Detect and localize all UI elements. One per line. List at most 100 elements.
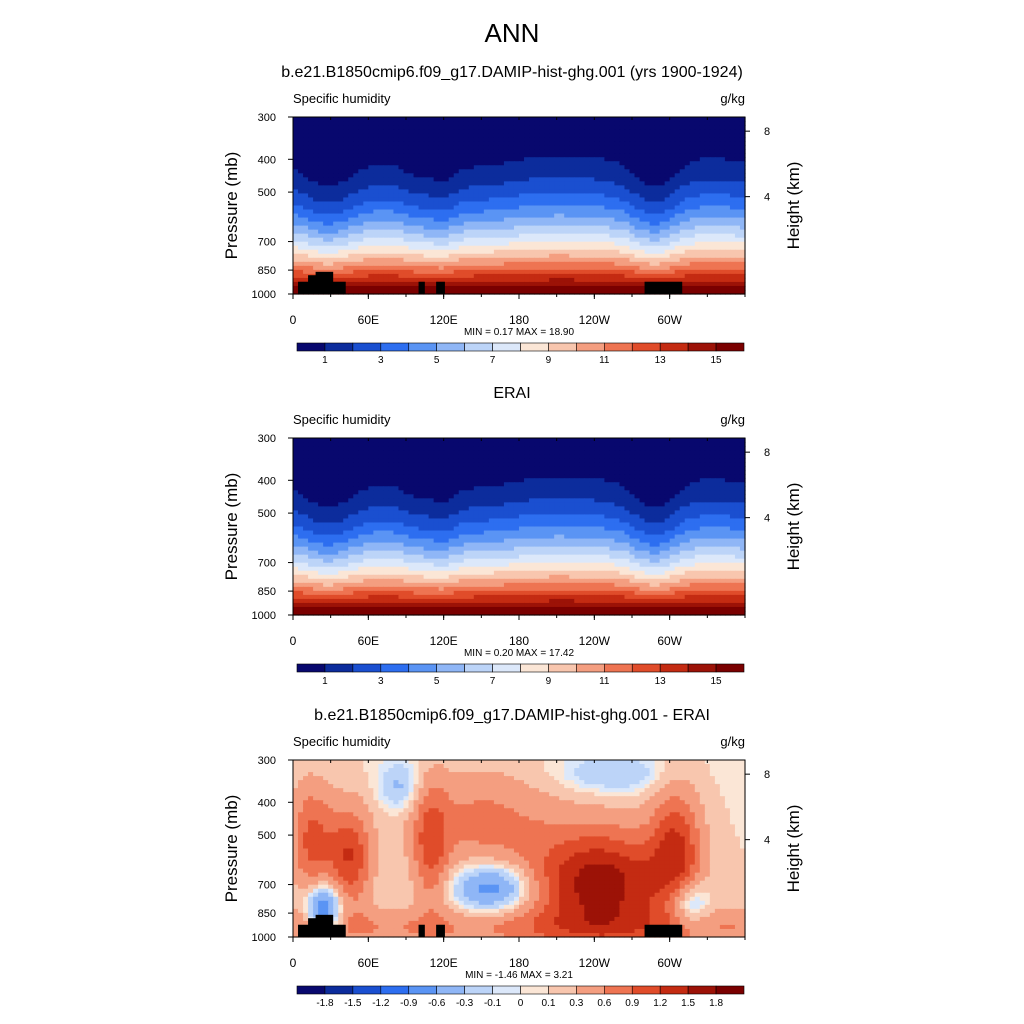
- heatmap-cell: [689, 241, 696, 247]
- heatmap-cell: [393, 125, 400, 130]
- heatmap-cell: [348, 213, 354, 219]
- heatmap-cell: [478, 121, 485, 126]
- heatmap-cell: [689, 257, 696, 263]
- heatmap-cell: [724, 229, 731, 235]
- heatmap-cell: [554, 145, 560, 150]
- heatmap-cell: [468, 225, 475, 231]
- heatmap-cell: [313, 257, 319, 263]
- heatmap-cell: [423, 450, 430, 455]
- heatmap-cell: [654, 121, 661, 126]
- heatmap-cell: [669, 253, 676, 259]
- heatmap-cell: [629, 241, 636, 247]
- heatmap-cell: [679, 173, 686, 178]
- heatmap-cell: [739, 466, 746, 471]
- heatmap-cell: [684, 221, 691, 227]
- heatmap-cell: [473, 261, 480, 267]
- heatmap-cell: [338, 117, 344, 122]
- heatmap-cell: [684, 285, 691, 291]
- heatmap-cell: [699, 229, 706, 235]
- heatmap-cell: [368, 438, 374, 443]
- heatmap-cell: [624, 201, 631, 207]
- heatmap-cell: [624, 209, 631, 215]
- heatmap-cell: [423, 289, 430, 295]
- heatmap-cell: [604, 213, 610, 219]
- heatmap-cell: [303, 458, 309, 463]
- heatmap-cell: [373, 458, 379, 463]
- heatmap-cell: [734, 157, 741, 162]
- heatmap-cell: [333, 458, 339, 463]
- heatmap-cell: [724, 442, 731, 447]
- heatmap-cell: [644, 117, 651, 122]
- heatmap-cell: [594, 245, 600, 251]
- heatmap-cell: [674, 157, 681, 162]
- heatmap-cell: [549, 125, 555, 130]
- heatmap-cell: [453, 221, 460, 227]
- heatmap-cell: [659, 466, 666, 471]
- heatmap-cell: [478, 177, 485, 182]
- heatmap-cell: [408, 205, 415, 211]
- heatmap-cell: [343, 137, 349, 142]
- heatmap-cell: [483, 117, 490, 122]
- heatmap-cell: [488, 129, 495, 134]
- heatmap-cell: [719, 213, 726, 219]
- heatmap-cell: [659, 442, 666, 447]
- heatmap-cell: [644, 157, 651, 162]
- heatmap-cell: [513, 454, 520, 459]
- heatmap-cell: [303, 277, 309, 283]
- heatmap-cell: [734, 474, 741, 479]
- heatmap-cell: [383, 153, 390, 158]
- heatmap-cell: [413, 245, 420, 251]
- heatmap-cell: [428, 237, 435, 243]
- heatmap-cell: [549, 193, 555, 199]
- heatmap-cell: [679, 249, 686, 255]
- heatmap-cell: [393, 165, 400, 170]
- heatmap-cell: [513, 189, 520, 195]
- heatmap-cell: [363, 181, 369, 186]
- heatmap-cell: [483, 197, 490, 203]
- heatmap-cell: [348, 442, 354, 447]
- heatmap-cell: [554, 269, 560, 275]
- heatmap-cell: [463, 233, 470, 239]
- heatmap-cell: [609, 229, 616, 235]
- heatmap-cell: [423, 245, 430, 251]
- heatmap-cell: [534, 129, 540, 134]
- heatmap-cell: [594, 209, 600, 215]
- heatmap-cell: [313, 205, 319, 211]
- heatmap-cell: [654, 181, 661, 186]
- heatmap-cell: [418, 133, 425, 138]
- heatmap-cell: [664, 141, 671, 146]
- heatmap-cell: [318, 177, 324, 182]
- heatmap-cell: [443, 233, 450, 239]
- heatmap-cell: [584, 125, 590, 130]
- heatmap-cell: [328, 121, 334, 126]
- heatmap-cell: [468, 257, 475, 263]
- heatmap-cell: [614, 125, 621, 130]
- heatmap-cell: [428, 177, 435, 182]
- heatmap-cell: [644, 153, 651, 158]
- heatmap-cell: [599, 253, 605, 259]
- heatmap-cell: [524, 165, 530, 170]
- heatmap-cell: [649, 157, 656, 162]
- heatmap-cell: [403, 193, 410, 199]
- heatmap-cell: [589, 161, 595, 166]
- heatmap-cell: [453, 458, 460, 463]
- heatmap-cell: [483, 141, 490, 146]
- heatmap-cell: [463, 157, 470, 162]
- heatmap-cell: [413, 209, 420, 215]
- heatmap-cell: [714, 209, 721, 215]
- heatmap-cell: [468, 213, 475, 219]
- heatmap-cell: [353, 442, 359, 447]
- heatmap-cell: [654, 205, 661, 211]
- heatmap-cell: [368, 225, 374, 231]
- heatmap-cell: [549, 137, 555, 142]
- heatmap-cell: [323, 249, 329, 255]
- heatmap-cell: [308, 249, 314, 255]
- heatmap-cell: [724, 438, 731, 443]
- heatmap-cell: [408, 442, 415, 447]
- heatmap-cell: [363, 137, 369, 142]
- heatmap-cell: [503, 141, 510, 146]
- heatmap-cell: [363, 149, 369, 154]
- heatmap-cell: [458, 241, 465, 247]
- heatmap-cell: [373, 181, 379, 186]
- heatmap-cell: [448, 133, 455, 138]
